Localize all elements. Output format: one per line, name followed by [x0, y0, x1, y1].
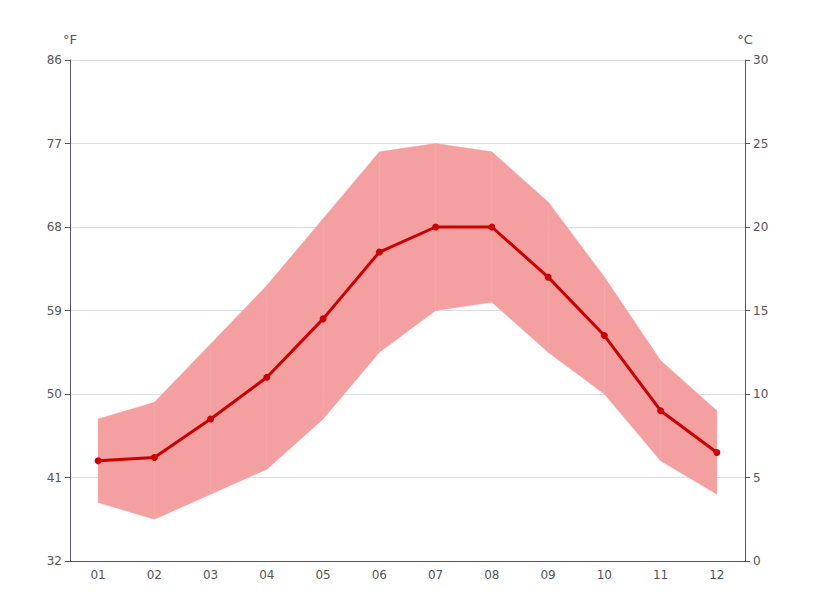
svg-text:10: 10: [597, 568, 612, 582]
svg-text:20: 20: [753, 220, 768, 234]
svg-text:32: 32: [47, 554, 62, 568]
svg-text:01: 01: [90, 568, 105, 582]
svg-text:15: 15: [753, 304, 768, 318]
svg-text:11: 11: [653, 568, 668, 582]
svg-text:10: 10: [753, 387, 768, 401]
svg-text:5: 5: [753, 471, 761, 485]
svg-text:50: 50: [47, 387, 62, 401]
svg-text:09: 09: [540, 568, 555, 582]
svg-text:07: 07: [428, 568, 443, 582]
svg-text:30: 30: [753, 53, 768, 67]
svg-text:°F: °F: [63, 32, 77, 47]
svg-text:05: 05: [315, 568, 330, 582]
svg-text:86: 86: [47, 53, 62, 67]
svg-text:12: 12: [709, 568, 724, 582]
svg-text:25: 25: [753, 137, 768, 151]
svg-text:0: 0: [753, 554, 761, 568]
svg-text:06: 06: [372, 568, 387, 582]
svg-text:08: 08: [484, 568, 499, 582]
svg-text:02: 02: [147, 568, 162, 582]
svg-text:04: 04: [259, 568, 274, 582]
svg-text:41: 41: [47, 471, 62, 485]
svg-text:59: 59: [47, 304, 62, 318]
svg-text:°C: °C: [737, 32, 753, 47]
svg-text:68: 68: [47, 220, 62, 234]
svg-text:03: 03: [203, 568, 218, 582]
svg-text:77: 77: [47, 137, 62, 151]
